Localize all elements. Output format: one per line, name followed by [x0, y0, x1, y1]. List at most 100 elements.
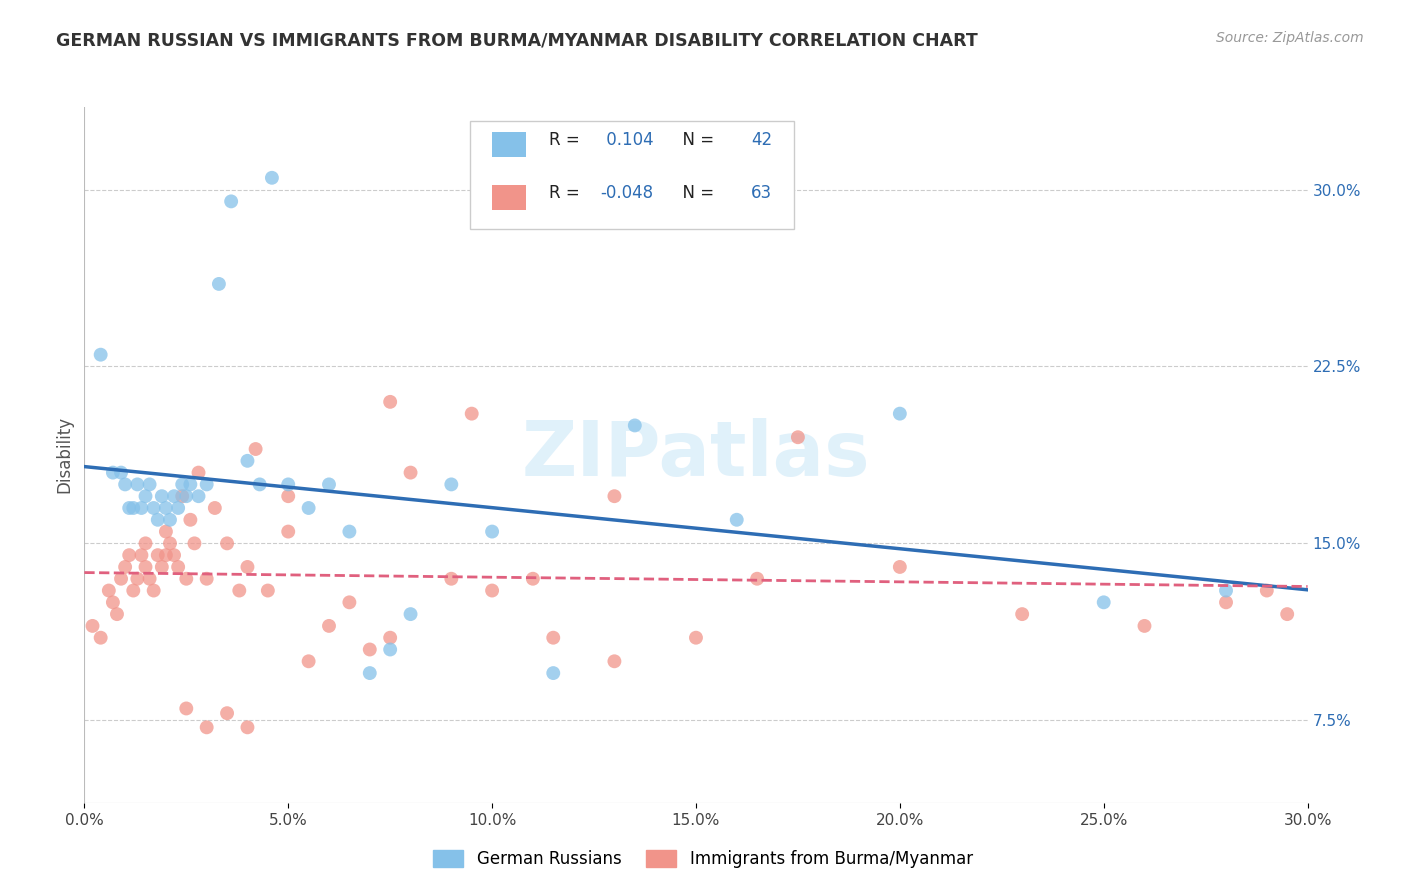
Point: [127, 477, 149, 491]
Point: [522, 572, 544, 586]
Point: [249, 477, 271, 491]
Y-axis label: Disability: Disability: [55, 417, 73, 493]
Point: [380, 395, 402, 409]
Point: [257, 583, 280, 598]
Point: [167, 560, 190, 574]
Point: [118, 548, 141, 562]
Text: ZIPatlas: ZIPatlas: [522, 418, 870, 491]
Point: [97, 583, 120, 598]
Point: [236, 720, 259, 734]
Text: 0.104: 0.104: [600, 131, 654, 149]
Point: [163, 489, 186, 503]
Point: [101, 466, 124, 480]
Point: [1092, 595, 1115, 609]
Point: [101, 595, 124, 609]
Point: [131, 548, 153, 562]
Point: [82, 619, 104, 633]
FancyBboxPatch shape: [492, 185, 526, 210]
Point: [179, 477, 201, 491]
Text: N =: N =: [672, 184, 718, 202]
Point: [399, 466, 422, 480]
Point: [603, 654, 626, 668]
Text: GERMAN RUSSIAN VS IMMIGRANTS FROM BURMA/MYANMAR DISABILITY CORRELATION CHART: GERMAN RUSSIAN VS IMMIGRANTS FROM BURMA/…: [56, 31, 979, 49]
Point: [176, 701, 198, 715]
FancyBboxPatch shape: [470, 121, 794, 229]
Point: [624, 418, 647, 433]
Point: [359, 642, 381, 657]
Point: [208, 277, 231, 291]
Point: [359, 666, 381, 681]
Point: [1277, 607, 1299, 621]
Point: [167, 500, 190, 515]
Point: [155, 500, 177, 515]
Point: [138, 572, 160, 586]
Text: -0.048: -0.048: [600, 184, 654, 202]
Point: [114, 560, 136, 574]
Point: [228, 583, 250, 598]
Point: [440, 477, 463, 491]
Point: [217, 536, 239, 550]
Point: [725, 513, 748, 527]
Point: [1215, 595, 1237, 609]
Point: [118, 500, 141, 515]
Point: [685, 631, 707, 645]
Point: [90, 631, 112, 645]
Point: [110, 572, 132, 586]
Text: R =: R =: [550, 131, 585, 149]
Point: [339, 595, 361, 609]
Point: [135, 560, 157, 574]
Point: [298, 500, 321, 515]
Point: [380, 631, 402, 645]
Point: [110, 466, 132, 480]
Point: [163, 548, 186, 562]
Point: [440, 572, 463, 586]
Point: [122, 583, 145, 598]
Point: [603, 489, 626, 503]
Point: [245, 442, 267, 456]
Point: [114, 477, 136, 491]
Text: 63: 63: [751, 184, 772, 202]
Point: [138, 477, 160, 491]
Point: [217, 706, 239, 721]
Point: [195, 720, 218, 734]
Point: [150, 489, 173, 503]
Point: [219, 194, 242, 209]
Point: [236, 454, 259, 468]
Point: [1256, 583, 1278, 598]
Point: [277, 524, 299, 539]
Point: [142, 583, 165, 598]
Point: [176, 489, 198, 503]
Point: [155, 548, 177, 562]
Point: [1215, 583, 1237, 598]
Point: [277, 477, 299, 491]
Point: [172, 477, 194, 491]
Point: [179, 513, 201, 527]
Point: [1133, 619, 1156, 633]
Text: R =: R =: [550, 184, 585, 202]
Point: [1011, 607, 1033, 621]
Point: [176, 572, 198, 586]
Point: [195, 477, 218, 491]
Point: [204, 500, 226, 515]
Point: [187, 489, 209, 503]
Legend: German Russians, Immigrants from Burma/Myanmar: German Russians, Immigrants from Burma/M…: [426, 843, 980, 875]
Point: [122, 500, 145, 515]
Point: [172, 489, 194, 503]
Point: [195, 572, 218, 586]
Point: [318, 477, 340, 491]
Point: [90, 348, 112, 362]
Point: [236, 560, 259, 574]
Point: [277, 489, 299, 503]
Point: [747, 572, 769, 586]
Point: [543, 631, 565, 645]
Point: [481, 583, 503, 598]
Point: [787, 430, 810, 444]
Point: [150, 560, 173, 574]
Point: [183, 536, 205, 550]
Point: [481, 524, 503, 539]
Point: [339, 524, 361, 539]
Point: [131, 500, 153, 515]
Text: N =: N =: [672, 131, 718, 149]
Point: [380, 642, 402, 657]
Point: [260, 170, 283, 185]
